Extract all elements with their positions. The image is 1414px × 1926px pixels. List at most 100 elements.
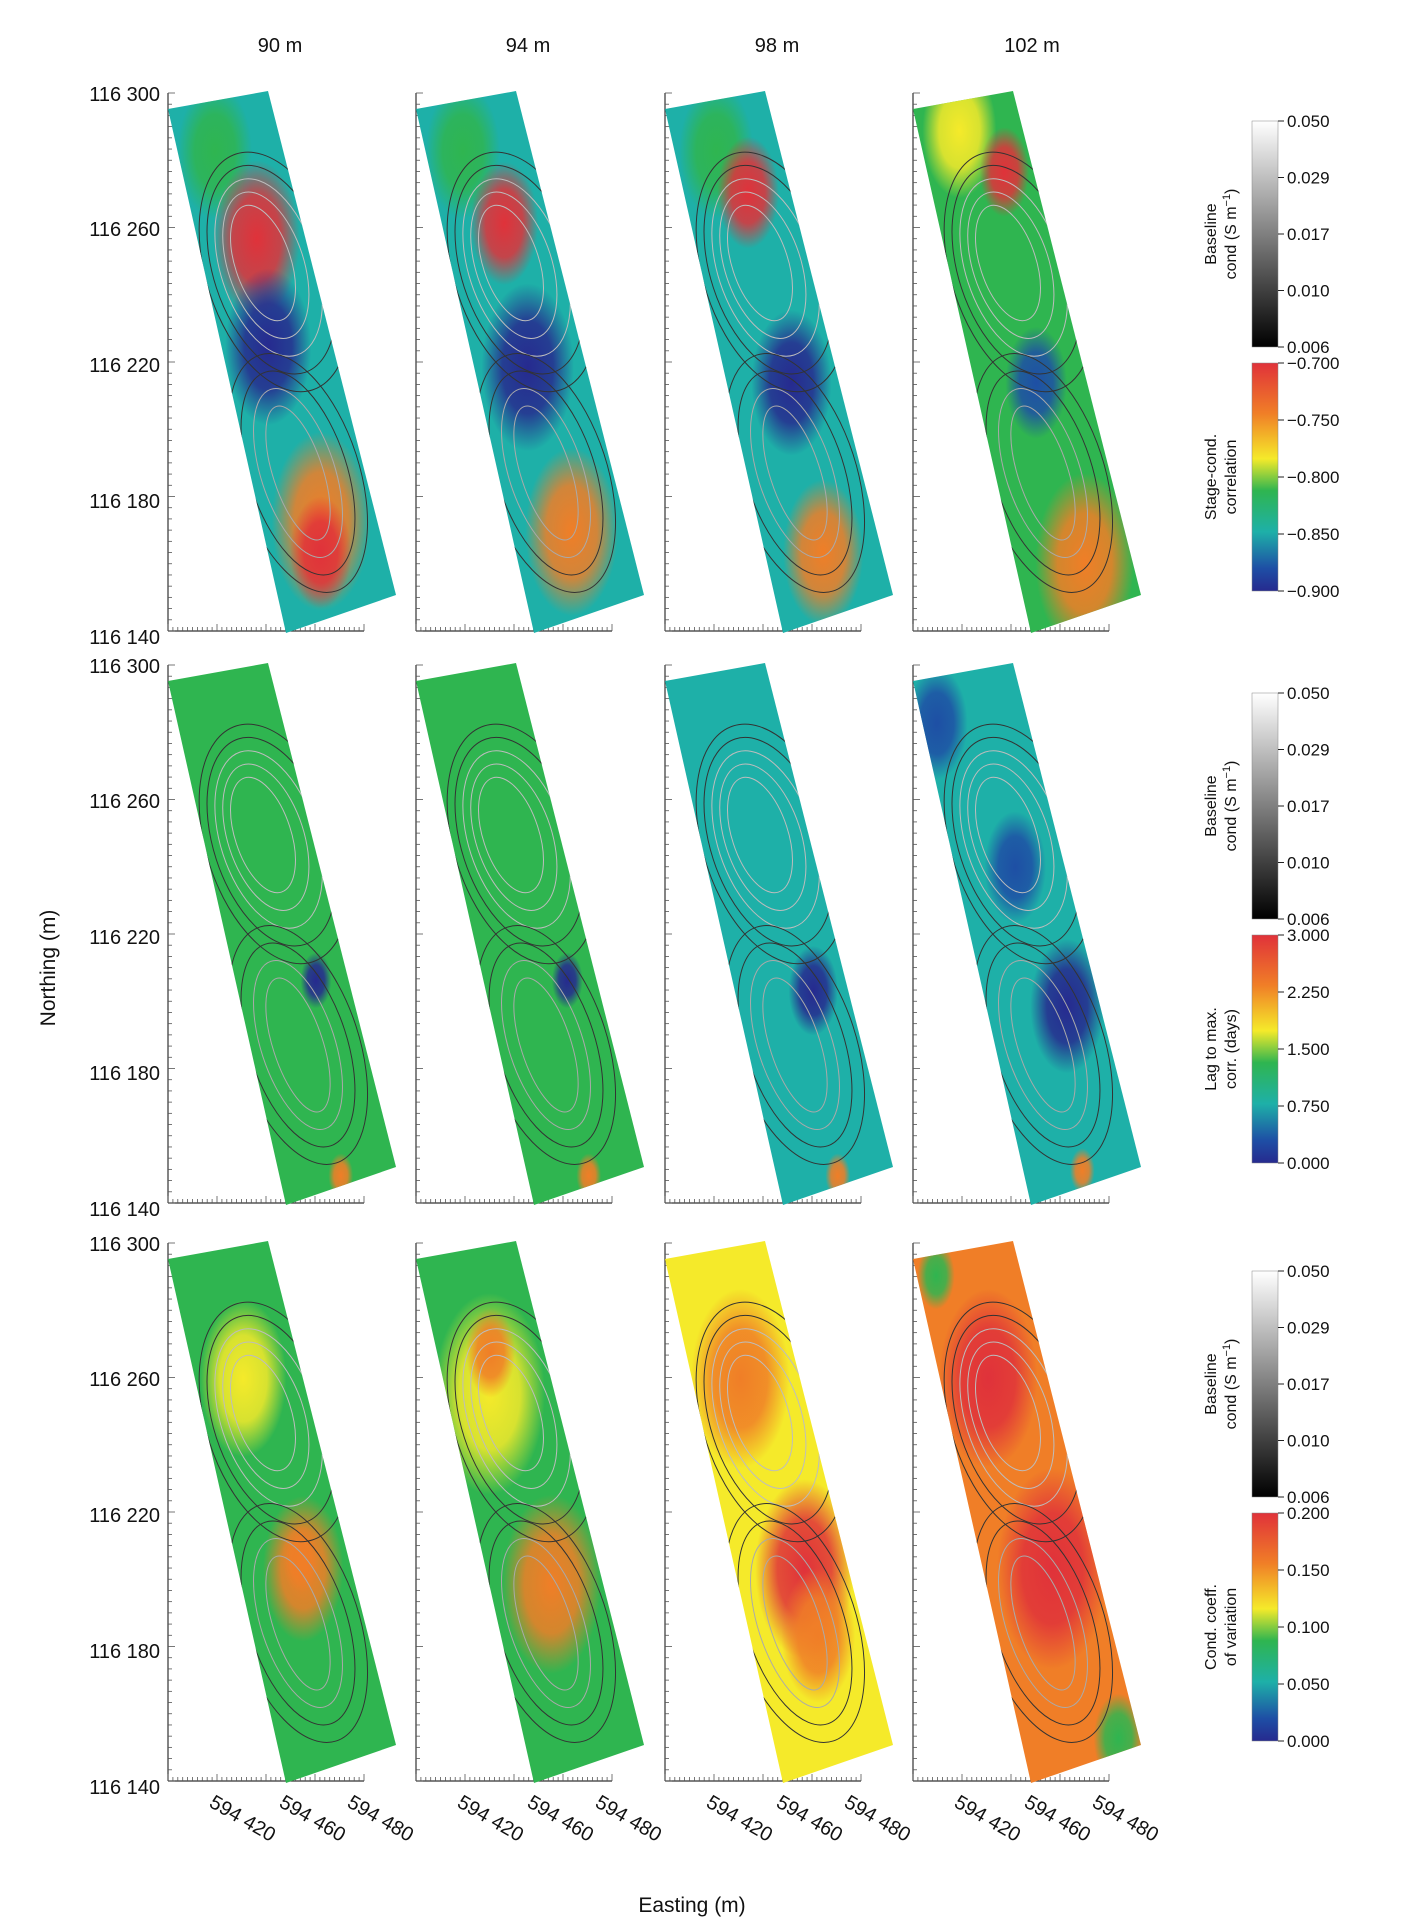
map-base — [168, 663, 396, 1205]
contour-line — [230, 1354, 296, 1472]
x-tick-label: 594 480 — [344, 1791, 418, 1846]
colorbar-tick-label: −0.800 — [1287, 468, 1339, 487]
map-anomaly — [502, 1494, 601, 1674]
colorbar-tick-label: 0.029 — [1287, 741, 1330, 760]
contour-line — [478, 776, 544, 894]
colorbar-tick-label: 0.200 — [1287, 1504, 1330, 1523]
map-panel-r1-c3 — [664, 91, 893, 633]
contour-line — [470, 1341, 558, 1489]
map-anomaly — [1035, 472, 1134, 633]
contour-line — [998, 1538, 1088, 1708]
contour-line — [762, 977, 828, 1113]
y-tick-label: 116 220 — [89, 355, 160, 377]
x-tick-label: 594 420 — [951, 1791, 1025, 1846]
value-colorbar — [1251, 934, 1279, 1164]
value-colorbar-label: Cond. coeff. of variation — [1203, 1584, 1240, 1670]
map-anomaly — [913, 667, 968, 780]
contour-line — [727, 204, 793, 322]
x-tick-label: 594 460 — [524, 1791, 598, 1846]
x-axis-col-4: 594 420 594 460 594 480 — [951, 1791, 1163, 1846]
contour-line — [975, 204, 1041, 322]
map-anomaly — [225, 268, 312, 426]
contour-line — [222, 763, 310, 911]
contour-line — [762, 1555, 828, 1691]
y-tick-label: 116 300 — [89, 656, 160, 678]
colorbar-tick-label: 0.029 — [1287, 169, 1330, 188]
map-anomaly — [1093, 1693, 1141, 1783]
y-tick-label: 116 260 — [89, 219, 160, 241]
contour-line — [222, 191, 310, 339]
map-field — [913, 91, 1141, 633]
colorbar-tick-label: 0.006 — [1287, 910, 1330, 929]
colorbar-tick-label: 0.050 — [1287, 112, 1330, 131]
map-field — [913, 1241, 1141, 1783]
baseline-colorbar-label: Baseline cond (S m−1) — [1203, 1339, 1240, 1430]
map-anomaly — [576, 1153, 602, 1199]
map-anomaly — [781, 1568, 856, 1703]
x-axis-col-1: 594 420 594 460 594 480 — [206, 1791, 418, 1846]
y-axis-row-1: 116 300 116 260 116 220 116 180 116 140 — [89, 84, 160, 649]
y-tick-label: 116 180 — [89, 1063, 160, 1085]
map-field — [665, 91, 893, 633]
colorbar-group-r1: 0.050 0.029 0.017 0.010 0.006 Baseline cond (S… — [1203, 112, 1339, 601]
map-panel-r3-c4 — [912, 1241, 1141, 1783]
colorbar-tick-label: 0.029 — [1287, 1319, 1330, 1338]
map-anomaly — [783, 479, 864, 626]
baseline-colorbar-label: Baseline cond (S m−1) — [1203, 189, 1240, 280]
x-tick-label: 594 420 — [454, 1791, 528, 1846]
colorbar-tick-label: 0.017 — [1287, 797, 1330, 816]
contour-line — [501, 388, 591, 558]
contour-line — [1010, 1555, 1076, 1691]
contour-line — [727, 776, 793, 894]
contour-line — [253, 1538, 343, 1708]
baseline-colorbar-label: Baseline cond (S m−1) — [1203, 761, 1240, 852]
contour-line — [230, 204, 296, 322]
contour-line — [762, 405, 828, 541]
contour-line — [750, 388, 840, 558]
colorbar-tick-label: 0.017 — [1287, 225, 1330, 244]
colorbar-tick-label: −0.700 — [1287, 354, 1339, 373]
y-axis-row-2: 116 300 116 260 116 220 116 180 116 140 — [89, 656, 160, 1221]
x-axis-col-3: 594 420 594 460 594 480 — [703, 1791, 915, 1846]
colorbar-tick-label: 0.050 — [1287, 1675, 1330, 1694]
contour-line — [975, 776, 1041, 894]
contour-line — [719, 191, 807, 339]
map-anomaly — [751, 309, 832, 456]
y-tick-label: 116 180 — [89, 1641, 160, 1663]
map-anomaly — [282, 1524, 320, 1592]
depth-label-98: 98 m — [755, 35, 799, 57]
map-panel-r3-c2 — [415, 1241, 644, 1783]
map-anomaly — [328, 1153, 354, 1199]
colorbar-tick-label: 0.010 — [1287, 1432, 1330, 1451]
x-tick-label: 594 480 — [592, 1791, 666, 1846]
map-panel-r1-c1 — [167, 91, 396, 633]
map-anomaly — [917, 1242, 955, 1310]
contour-line — [478, 1354, 544, 1472]
x-tick-label: 594 460 — [276, 1791, 350, 1846]
colorbar-group-r3: 0.050 0.029 0.017 0.010 0.006 Baseline cond (S… — [1203, 1262, 1330, 1751]
value-colorbar — [1251, 362, 1279, 592]
colorbar-tick-label: 0.050 — [1287, 1262, 1330, 1281]
contour-line — [975, 1354, 1041, 1472]
map-field — [665, 1241, 893, 1783]
value-colorbar-label: Lag to max. corr. (days) — [1203, 1007, 1240, 1091]
contour-line — [470, 763, 558, 911]
contour-line — [253, 960, 343, 1130]
contour-line — [253, 388, 343, 558]
contour-line — [513, 1555, 579, 1691]
map-field — [416, 663, 644, 1205]
x-axis-col-2: 594 420 594 460 594 480 — [454, 1791, 666, 1846]
contour-line — [719, 1341, 807, 1489]
contour-line — [998, 388, 1088, 558]
depth-label-102: 102 m — [1004, 35, 1060, 57]
contour-line — [265, 405, 331, 541]
map-field — [168, 1241, 396, 1783]
map-anomaly — [1005, 326, 1067, 439]
y-tick-label: 116 140 — [89, 1777, 160, 1799]
colorbar-tick-label: 3.000 — [1287, 926, 1330, 945]
contour-line — [719, 763, 807, 911]
y-axis-row-3: 116 300 116 260 116 220 116 180 116 140 — [89, 1234, 160, 1799]
contour-line — [750, 1538, 840, 1708]
map-panel-r2-c1 — [167, 663, 396, 1205]
